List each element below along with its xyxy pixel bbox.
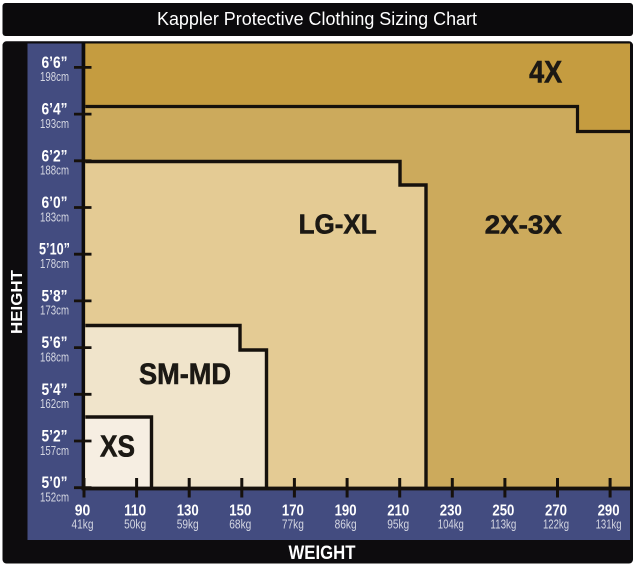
- svg-text:250: 250: [492, 503, 514, 520]
- svg-text:5’0”: 5’0”: [42, 474, 68, 492]
- svg-text:173cm: 173cm: [40, 303, 69, 318]
- svg-text:198cm: 198cm: [40, 69, 69, 84]
- svg-text:6’2”: 6’2”: [42, 147, 68, 165]
- svg-text:190: 190: [335, 503, 357, 520]
- svg-text:110: 110: [124, 503, 146, 520]
- svg-text:4X: 4X: [529, 54, 562, 90]
- svg-text:XS: XS: [100, 428, 135, 463]
- svg-text:LG-XL: LG-XL: [299, 209, 377, 240]
- svg-text:HEIGHT: HEIGHT: [9, 270, 26, 334]
- svg-text:2X-3X: 2X-3X: [485, 210, 563, 240]
- svg-text:122kg: 122kg: [543, 516, 569, 531]
- svg-text:130: 130: [177, 503, 199, 520]
- svg-text:178cm: 178cm: [40, 256, 69, 271]
- svg-text:5’6”: 5’6”: [42, 334, 68, 352]
- svg-text:230: 230: [440, 503, 462, 520]
- svg-text:6’4”: 6’4”: [42, 101, 68, 119]
- svg-text:5’10”: 5’10”: [39, 241, 70, 259]
- svg-text:5’2”: 5’2”: [42, 428, 68, 446]
- svg-text:68kg: 68kg: [229, 516, 251, 531]
- svg-text:WEIGHT: WEIGHT: [289, 543, 356, 564]
- svg-text:183cm: 183cm: [40, 209, 69, 224]
- svg-text:170: 170: [282, 503, 304, 520]
- svg-text:270: 270: [545, 503, 567, 520]
- svg-text:5’4”: 5’4”: [42, 381, 68, 399]
- svg-text:90: 90: [75, 503, 91, 520]
- svg-text:131kg: 131kg: [596, 516, 622, 531]
- svg-text:193cm: 193cm: [40, 116, 69, 131]
- svg-text:168cm: 168cm: [40, 349, 69, 364]
- svg-text:6’6”: 6’6”: [42, 54, 68, 72]
- svg-text:162cm: 162cm: [40, 396, 69, 411]
- svg-text:SM-MD: SM-MD: [139, 358, 231, 391]
- svg-text:86kg: 86kg: [335, 516, 357, 531]
- svg-text:104kg: 104kg: [438, 516, 464, 531]
- svg-text:188cm: 188cm: [40, 163, 69, 178]
- svg-text:5’8”: 5’8”: [42, 287, 68, 305]
- svg-text:113kg: 113kg: [490, 516, 516, 531]
- svg-text:Kappler Protective Clothing Si: Kappler Protective Clothing Sizing Chart: [157, 9, 477, 29]
- svg-text:50kg: 50kg: [124, 516, 146, 531]
- svg-text:41kg: 41kg: [72, 516, 94, 531]
- svg-text:157cm: 157cm: [40, 443, 69, 458]
- svg-text:77kg: 77kg: [282, 516, 304, 531]
- svg-text:6’0”: 6’0”: [42, 194, 68, 212]
- svg-text:290: 290: [598, 503, 620, 520]
- svg-text:150: 150: [229, 503, 251, 520]
- svg-text:59kg: 59kg: [177, 516, 199, 531]
- svg-text:95kg: 95kg: [387, 516, 409, 531]
- svg-text:210: 210: [387, 503, 409, 520]
- svg-text:152cm: 152cm: [40, 490, 69, 505]
